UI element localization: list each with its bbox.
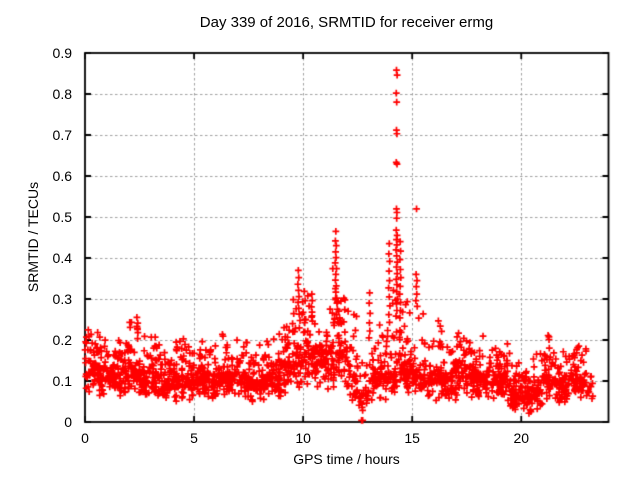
y-tick-label: 0.1 xyxy=(52,373,72,389)
y-tick-label: 0.8 xyxy=(52,86,72,102)
y-tick-label: 0 xyxy=(64,414,72,430)
x-tick-label: 15 xyxy=(404,430,420,446)
x-tick-label: 5 xyxy=(190,430,198,446)
y-tick-label: 0.7 xyxy=(52,127,72,143)
x-tick-label: 20 xyxy=(513,430,530,446)
y-tick-label: 0.2 xyxy=(52,332,72,348)
chart-title: Day 339 of 2016, SRMTID for receiver erm… xyxy=(199,14,494,31)
y-tick-label: 0.6 xyxy=(52,168,72,184)
y-tick-label: 0.9 xyxy=(52,45,72,61)
y-axis-label-text: SRMTID / TECUs xyxy=(25,181,41,293)
x-tick-label: 0 xyxy=(81,430,89,446)
y-tick-label: 0.4 xyxy=(52,250,72,266)
x-tick-label: 10 xyxy=(295,430,311,446)
x-axis-label: GPS time / hours xyxy=(293,451,400,467)
y-tick-label: 0.3 xyxy=(52,291,72,307)
y-tick-label: 0.5 xyxy=(52,209,72,225)
